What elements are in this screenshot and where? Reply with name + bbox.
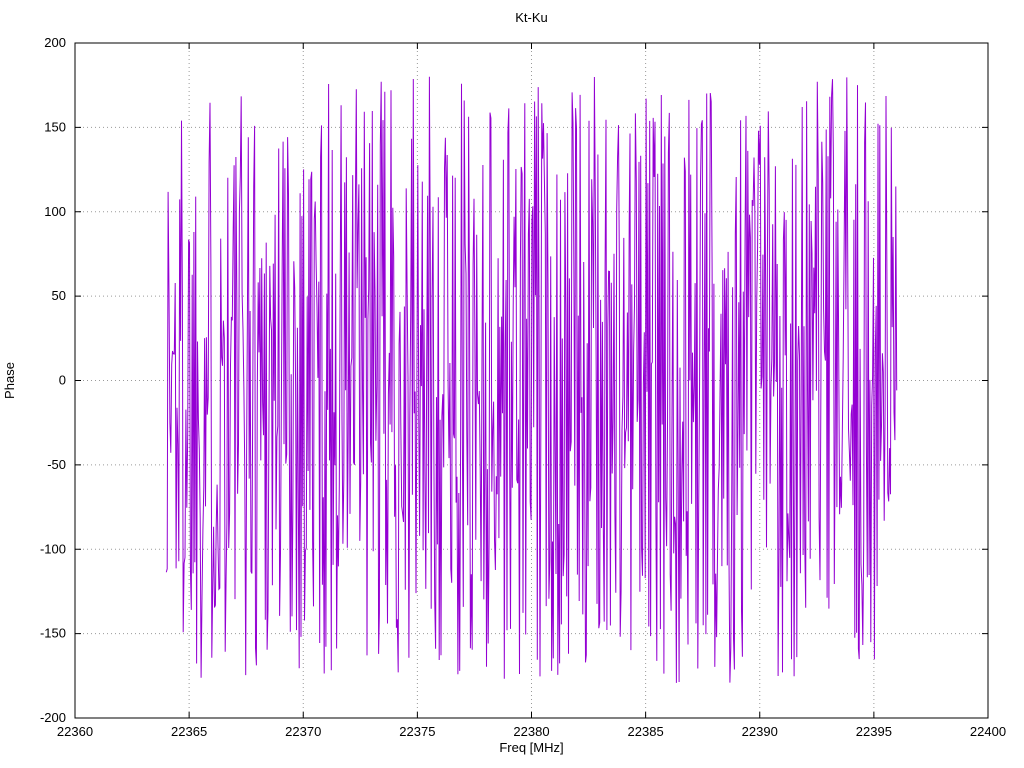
phase-line <box>165 76 898 683</box>
y-tick-label: -150 <box>40 626 66 641</box>
y-axis-label: Phase <box>2 362 17 399</box>
x-tick-label: 22380 <box>513 724 549 739</box>
chart-title: Kt-Ku <box>515 10 548 25</box>
y-tick-labels: -200 -150 -100 -50 0 50 100 150 200 <box>40 35 66 725</box>
data-series <box>165 76 898 683</box>
y-tick-label: 200 <box>44 35 66 50</box>
tick-marks <box>74 42 989 719</box>
x-tick-labels: 22360 22365 22370 22375 22380 22385 22390 22395… <box>57 724 1006 739</box>
x-tick-label: 22365 <box>171 724 207 739</box>
x-tick-label: 22370 <box>285 724 321 739</box>
y-tick-label: -50 <box>47 457 66 472</box>
x-axis-label: Freq [MHz] <box>499 740 563 755</box>
x-tick-label: 22360 <box>57 724 93 739</box>
x-tick-label: 22375 <box>399 724 435 739</box>
y-tick-label: 50 <box>52 288 66 303</box>
x-tick-label: 22390 <box>742 724 778 739</box>
y-tick-label: 150 <box>44 119 66 134</box>
y-tick-label: 0 <box>59 373 66 388</box>
y-tick-label: 100 <box>44 204 66 219</box>
x-tick-label: 22395 <box>856 724 892 739</box>
x-tick-label: 22400 <box>970 724 1006 739</box>
x-tick-label: 22385 <box>628 724 664 739</box>
y-tick-label: -100 <box>40 541 66 556</box>
y-tick-label: -200 <box>40 710 66 725</box>
